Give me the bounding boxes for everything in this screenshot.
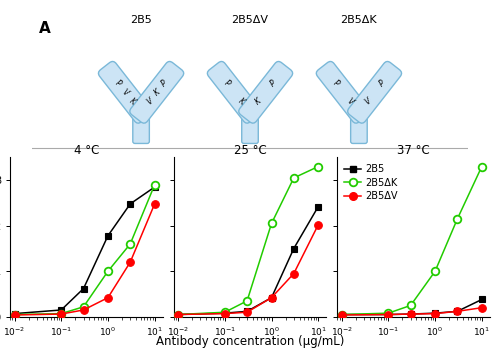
- Text: V: V: [346, 96, 355, 106]
- FancyBboxPatch shape: [242, 102, 258, 144]
- Text: 2B5ΔV: 2B5ΔV: [232, 15, 268, 25]
- Text: P: P: [222, 78, 232, 88]
- Text: A: A: [39, 21, 51, 36]
- Text: P: P: [332, 78, 341, 88]
- FancyBboxPatch shape: [238, 62, 292, 123]
- Text: K: K: [254, 96, 264, 106]
- FancyBboxPatch shape: [316, 62, 370, 123]
- FancyBboxPatch shape: [350, 102, 367, 144]
- Title: 4 °C: 4 °C: [74, 144, 99, 157]
- Text: 2B5ΔK: 2B5ΔK: [340, 15, 377, 25]
- Title: 37 °C: 37 °C: [397, 144, 430, 157]
- Text: 2B5: 2B5: [130, 15, 152, 25]
- Legend: 2B5, 2B5ΔK, 2B5ΔV: 2B5, 2B5ΔK, 2B5ΔV: [342, 162, 400, 203]
- Text: V: V: [120, 87, 130, 98]
- Text: V: V: [363, 96, 372, 106]
- Text: K: K: [152, 87, 162, 98]
- Title: 25 °C: 25 °C: [234, 144, 266, 157]
- FancyBboxPatch shape: [348, 62, 402, 123]
- Text: Antibody concentration (µg/mL): Antibody concentration (µg/mL): [156, 335, 344, 348]
- Text: P: P: [268, 78, 278, 88]
- Text: P: P: [159, 78, 168, 88]
- Text: K: K: [128, 96, 137, 106]
- Text: K: K: [236, 96, 246, 106]
- Text: P: P: [114, 78, 123, 88]
- FancyBboxPatch shape: [98, 62, 152, 123]
- FancyBboxPatch shape: [208, 62, 262, 123]
- FancyBboxPatch shape: [130, 62, 184, 123]
- Text: P: P: [377, 78, 386, 88]
- FancyBboxPatch shape: [133, 102, 150, 144]
- Text: V: V: [145, 96, 154, 106]
